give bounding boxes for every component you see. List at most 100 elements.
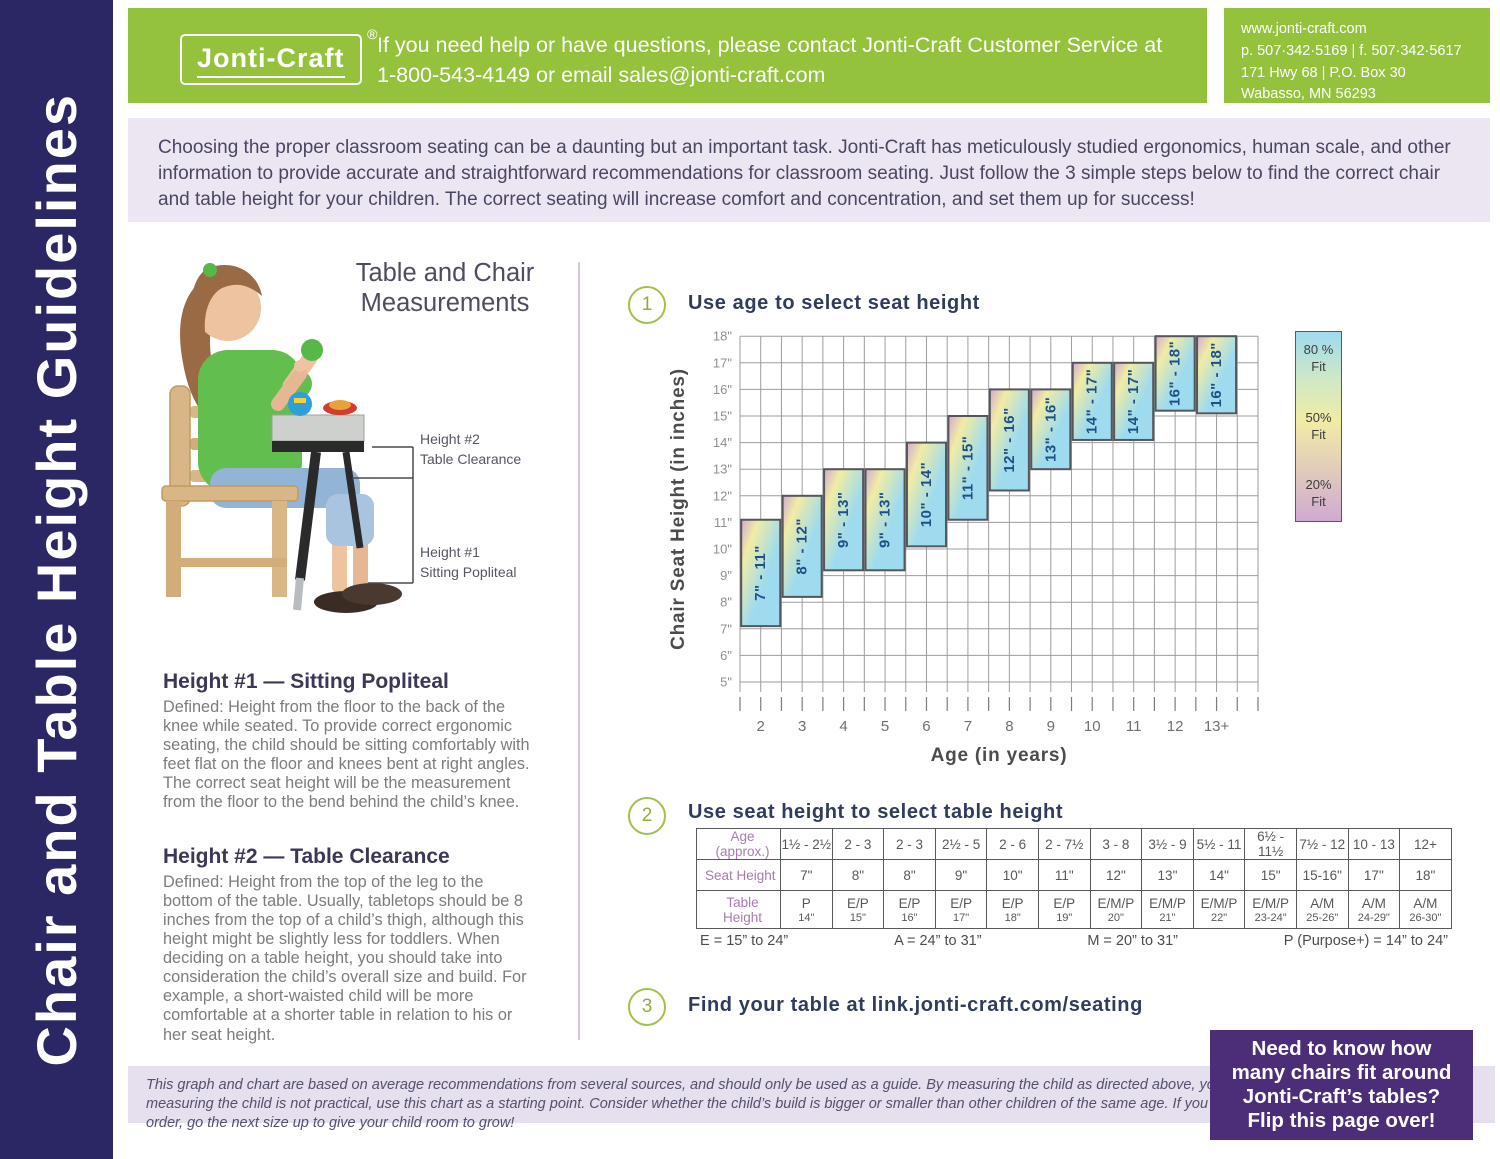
step-2-number: 2 <box>641 805 653 826</box>
svg-text:10: 10 <box>1084 718 1101 735</box>
svg-text:3: 3 <box>798 718 806 735</box>
age-cell: 3½ - 9 <box>1142 829 1194 860</box>
address-block: www.jonti-craft.com p. 507·342·5169 | f.… <box>1224 8 1490 103</box>
svg-text:18": 18" <box>713 329 732 344</box>
seat-height-cell: 11" <box>1038 860 1091 891</box>
chart-bar <box>781 494 823 598</box>
logo-text: Jonti-Craft <box>197 43 345 78</box>
x-axis-title: Age (in years) <box>931 745 1068 766</box>
svg-text:11": 11" <box>714 515 732 530</box>
svg-text:17": 17" <box>713 355 732 370</box>
table-height-cell: P 14" <box>781 891 833 929</box>
child-at-table-photo <box>161 263 402 613</box>
height1-heading: Height #1 — Sitting Popliteal <box>163 670 449 693</box>
intro-paragraph: Choosing the proper classroom seating ca… <box>128 118 1490 222</box>
table-row-label: Table Height <box>697 891 781 929</box>
age-cell: 2 - 3 <box>832 829 885 860</box>
column-divider <box>578 262 580 1040</box>
age-cell: 7½ - 12 <box>1296 829 1349 860</box>
chart-bar-label: 8" - 12" <box>794 518 811 575</box>
street-text: 171 Hwy 68 | P.O. Box 30 <box>1241 64 1406 81</box>
footnote: A = 24” to 31” <box>894 933 982 949</box>
chart-bar-label: 16" - 18" <box>1208 342 1225 407</box>
age-cell: 2½ - 5 <box>935 829 988 860</box>
age-cell: 3 - 8 <box>1090 829 1143 860</box>
jonti-craft-logo: Jonti-Craft ® <box>180 26 378 85</box>
chart-bar-label: 9" - 13" <box>877 491 894 548</box>
step-2-title: Use seat height to select table height <box>688 801 1064 823</box>
seat-height-cell: 8" <box>832 860 885 891</box>
svg-text:2: 2 <box>757 718 765 735</box>
customer-service-text: If you need help or have questions, plea… <box>377 30 1162 90</box>
registered-mark: ® <box>367 26 378 42</box>
website-text: www.jonti-craft.com <box>1241 21 1367 37</box>
seat-height-cell: 15-16" <box>1296 860 1349 891</box>
measurements-title: Table and Chair Measurements <box>355 259 535 318</box>
chart-bar <box>823 468 865 572</box>
chart-bar-label: 14" - 17" <box>1125 369 1142 434</box>
header-bar: Jonti-Craft ® If you need help or have q… <box>128 8 1207 103</box>
legend-80-fit: 80 % Fit <box>1303 342 1334 374</box>
fit-legend: 80 % Fit 50% Fit 20% Fit <box>1295 331 1342 522</box>
footnote: M = 20” to 31” <box>1087 933 1178 949</box>
page-title: Chair and Table Height Guidelines <box>25 92 88 1067</box>
seat-height-cell: 15" <box>1245 860 1297 891</box>
age-cell: 12+ <box>1400 829 1452 860</box>
seat-height-cell: 18" <box>1400 860 1452 891</box>
table-height-cell: A/M 26-30" <box>1400 891 1452 929</box>
seat-height-cell: 9" <box>935 860 988 891</box>
annotation-table-clearance: Height #2 Table Clearance <box>420 431 522 467</box>
footnote: P (Purpose+) = 14” to 24” <box>1283 933 1448 949</box>
svg-text:8: 8 <box>1005 718 1013 735</box>
chart-bar-label: 9" - 13" <box>835 491 852 548</box>
svg-text:12: 12 <box>1167 718 1184 735</box>
seat-height-cell: 8" <box>884 860 936 891</box>
svg-text:5: 5 <box>881 718 889 735</box>
chart-bar <box>1071 361 1113 441</box>
age-cell: 2 - 7½ <box>1038 829 1091 860</box>
help-line-1: If you need help or have questions, plea… <box>377 33 1163 57</box>
table-row-label: Seat Height <box>697 860 781 891</box>
svg-text:9: 9 <box>1047 718 1055 735</box>
step-1-title: Use age to select seat height <box>688 292 980 314</box>
chart-bar-label: 16" - 18" <box>1167 341 1184 406</box>
svg-text:11: 11 <box>1126 718 1142 735</box>
chart-bar <box>1154 335 1196 412</box>
table-height-cell: E/P 15" <box>832 891 885 929</box>
svg-text:15": 15" <box>713 409 732 424</box>
help-line-2: 1-800-543-4149 or email sales@jonti-craf… <box>377 63 826 88</box>
height2-heading: Height #2 — Table Clearance <box>163 845 450 868</box>
flip-page-text: Need to know how many chairs fit around … <box>1231 1037 1452 1132</box>
table-height-cell: E/P 16" <box>884 891 936 929</box>
step-1-number: 1 <box>641 294 653 315</box>
chart-bar-label: 13" - 16" <box>1042 397 1059 462</box>
seat-height-cell: 13" <box>1142 860 1194 891</box>
seat-height-cell: 12" <box>1090 860 1143 891</box>
svg-text:14": 14" <box>713 435 732 450</box>
step-3-number: 3 <box>641 996 653 1017</box>
chart-bar <box>1196 335 1238 415</box>
phone-fax-text: p. 507·342·5169 | f. 507·342·5617 <box>1241 42 1462 59</box>
table-height-cell: E/M/P 23-24" <box>1245 891 1297 929</box>
table-height-cell: A/M 24-29" <box>1348 891 1401 929</box>
chart-bar <box>864 468 906 572</box>
table-height-cell: E/P 19" <box>1038 891 1091 929</box>
age-cell: 10 - 13 <box>1348 829 1401 860</box>
table-height-cell: E/M/P 21" <box>1142 891 1194 929</box>
y-axis-title: Chair Seat Height (in inches) <box>668 368 689 650</box>
height2-body: Defined: Height from the top of the leg … <box>163 873 527 1044</box>
table-footnotes: E = 15” to 24” A = 24” to 31” M = 20” to 3… <box>700 933 1448 949</box>
chart-bar <box>905 441 948 548</box>
svg-text:13": 13" <box>713 462 732 477</box>
seat-height-cell: 14" <box>1193 860 1246 891</box>
age-cell: 1½ - 2½ <box>781 829 833 860</box>
age-cell: 6½ - 11½ <box>1245 829 1297 860</box>
svg-text:4: 4 <box>839 718 847 735</box>
svg-text:10": 10" <box>713 542 732 557</box>
seat-height-chart: 5" 6" 7" 8" 9" 10" 11" 12" 13" 14" 15" 16" 17" 18" 2 3 4… <box>668 329 1259 766</box>
table-height-cell: E/M/P 22" <box>1193 891 1246 929</box>
step-2-badge: 2 <box>628 797 666 835</box>
svg-text:8": 8" <box>720 595 732 610</box>
